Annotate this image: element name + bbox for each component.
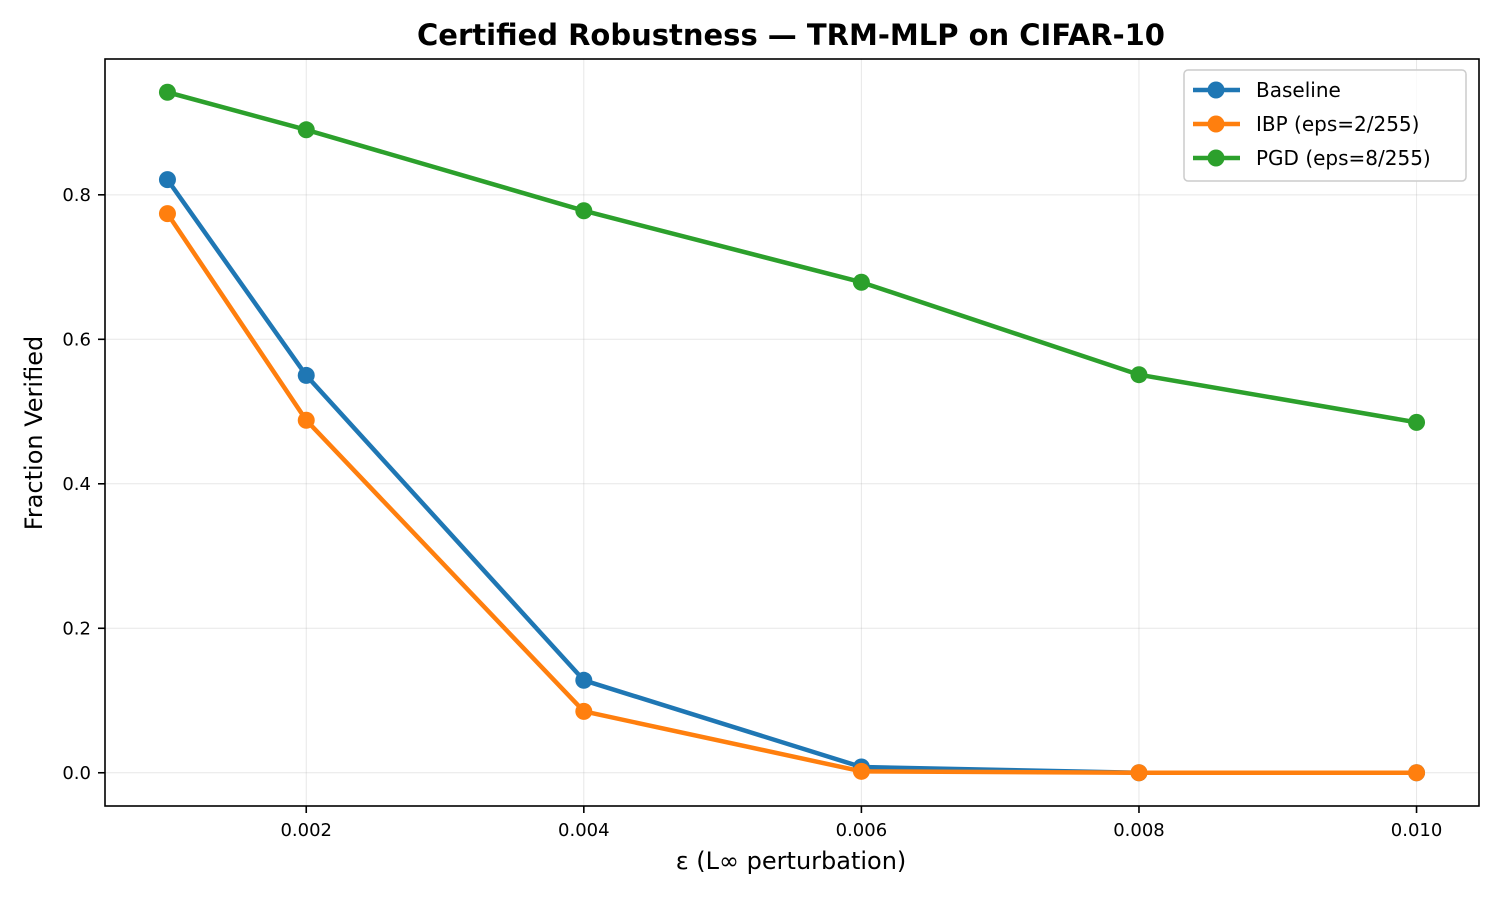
ticks: 0.002 0.004 0.006 0.008 0.010 0.0 0.2 0.4 0.6 0.8: [62, 185, 1442, 841]
data-point: [575, 671, 593, 689]
y-tick-label: 0.8: [62, 185, 91, 206]
legend: Baseline IBP (eps=2/255) PGD (eps=8/255): [1183, 69, 1467, 182]
data-point: [575, 202, 593, 220]
data-point: [852, 273, 870, 291]
legend-label: Baseline: [1256, 78, 1341, 102]
grid-lines: [105, 59, 1479, 806]
y-tick-label: 0.0: [62, 763, 91, 784]
legend-box: [1183, 69, 1467, 182]
series-line: [164, 210, 1419, 776]
legend-item: Baseline: [1193, 78, 1341, 102]
series-line: [164, 89, 1420, 425]
y-tick-label: 0.6: [62, 329, 91, 350]
data-point: [297, 411, 315, 429]
series-line: [164, 176, 1419, 776]
x-tick-label: 0.006: [836, 820, 888, 841]
data-point: [575, 702, 593, 720]
x-tick-label: 0.010: [1391, 820, 1443, 841]
y-axis-label: Fraction Verified: [20, 336, 48, 530]
y-tick-label: 0.4: [62, 474, 91, 495]
data-point: [1130, 366, 1148, 384]
data-point: [1130, 764, 1148, 782]
legend-label: IBP (eps=2/255): [1256, 112, 1419, 136]
x-tick-label: 0.002: [280, 820, 332, 841]
data-point: [158, 205, 176, 223]
data-point: [1408, 413, 1426, 431]
plot-frame: [104, 58, 1480, 807]
chart-title: Certified Robustness — TRM-MLP on CIFAR-…: [417, 18, 1165, 52]
x-axis-label: ε (L∞ perturbation): [676, 847, 907, 875]
data-point: [1408, 764, 1426, 782]
legend-marker: [1207, 115, 1225, 133]
legend-marker: [1207, 149, 1225, 167]
legend-label: PGD (eps=8/255): [1256, 146, 1431, 170]
series-ibp-eps-2-255: [158, 205, 1426, 782]
data-point: [852, 762, 870, 780]
axes: [104, 58, 1480, 807]
legend-item: IBP (eps=2/255): [1193, 112, 1419, 136]
x-tick-label: 0.008: [1113, 820, 1165, 841]
plot-series: [158, 83, 1426, 782]
series-pgd-eps-8-255: [158, 83, 1426, 431]
legend-item: PGD (eps=8/255): [1193, 146, 1431, 170]
data-point: [158, 171, 176, 189]
y-tick-label: 0.2: [62, 618, 91, 639]
data-point: [297, 366, 315, 384]
data-point: [158, 83, 176, 101]
data-point: [297, 121, 315, 139]
x-tick-label: 0.004: [558, 820, 610, 841]
legend-marker: [1207, 81, 1225, 99]
